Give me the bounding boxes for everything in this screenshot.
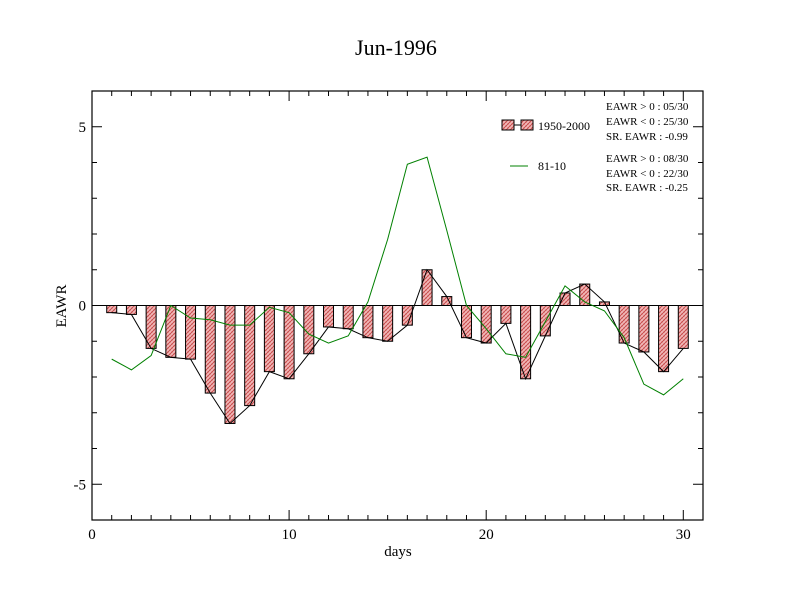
bar-day-12: [323, 305, 335, 328]
bar-day-24: [559, 292, 571, 306]
legend-bar-swatch-2: [520, 119, 534, 131]
x-tick-label-20: 20: [479, 527, 494, 543]
bar-day-13: [342, 305, 354, 330]
bar-day-6: [204, 305, 216, 394]
y-axis-label: EAWR: [54, 285, 70, 328]
bar-day-28: [638, 305, 650, 353]
bar-day-14: [362, 305, 374, 339]
bar-day-2: [125, 305, 137, 315]
series-line-81-10: [111, 156, 684, 396]
bar-day-5: [185, 305, 197, 360]
bar-day-29: [658, 305, 670, 373]
annotation-group2-pos: EAWR > 0 : 08/30: [606, 153, 689, 165]
bar-day-8: [244, 305, 256, 407]
x-tick-label-10: 10: [282, 527, 297, 543]
bar-day-1: [106, 305, 118, 314]
legend-label-81-10: 81-10: [538, 159, 566, 173]
annotation-group2-sr: SR. EAWR : -0.25: [606, 182, 688, 194]
x-tick-label-30: 30: [676, 527, 691, 543]
plot-area: 0 10 20 30 -5 0 5: [74, 90, 704, 543]
bar-day-21: [500, 305, 512, 324]
legend-label-1950-2000: 1950-2000: [538, 119, 590, 133]
bar-day-30: [677, 305, 689, 349]
annotation-group1-pos: EAWR > 0 : 05/30: [606, 101, 689, 113]
bar-day-15: [382, 305, 394, 342]
x-axis-label: days: [384, 544, 412, 560]
bar-day-9: [263, 305, 275, 373]
legend-bar-swatch: [501, 119, 515, 131]
chart-title: Jun-1996: [355, 35, 437, 60]
annotation-group1-neg: EAWR < 0 : 25/30: [606, 116, 689, 128]
annotation-group1-sr: SR. EAWR : -0.99: [606, 131, 688, 143]
legend: 1950-2000 81-10: [501, 119, 590, 173]
annotations: EAWR > 0 : 05/30 EAWR < 0 : 25/30 SR. EA…: [606, 101, 689, 194]
y-tick-label-0: 0: [79, 299, 87, 315]
annotation-group2-neg: EAWR < 0 : 22/30: [606, 168, 689, 180]
y-tick-label-5: 5: [79, 120, 87, 136]
bar-day-7: [224, 305, 236, 424]
y-tick-label--5: -5: [74, 477, 87, 493]
bar-series-line: [111, 268, 684, 425]
x-tick-label-0: 0: [88, 527, 96, 543]
